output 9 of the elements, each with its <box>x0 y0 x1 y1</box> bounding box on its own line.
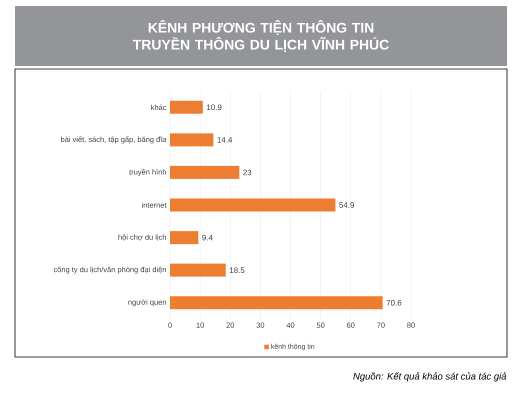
bar <box>170 198 336 212</box>
bar <box>170 231 198 244</box>
chart-title: KÊNH PHƯƠNG TIỆN THÔNG TIN TRUYỀN THÔNG DU LỊCH VĨNH PHÚC <box>132 20 389 52</box>
bar <box>170 133 214 146</box>
bar <box>170 264 226 277</box>
bar <box>170 100 203 114</box>
bar <box>170 166 240 179</box>
bar <box>170 296 383 310</box>
text: Nguồn: Kết quả khảo sát của tác giả <box>353 372 506 382</box>
